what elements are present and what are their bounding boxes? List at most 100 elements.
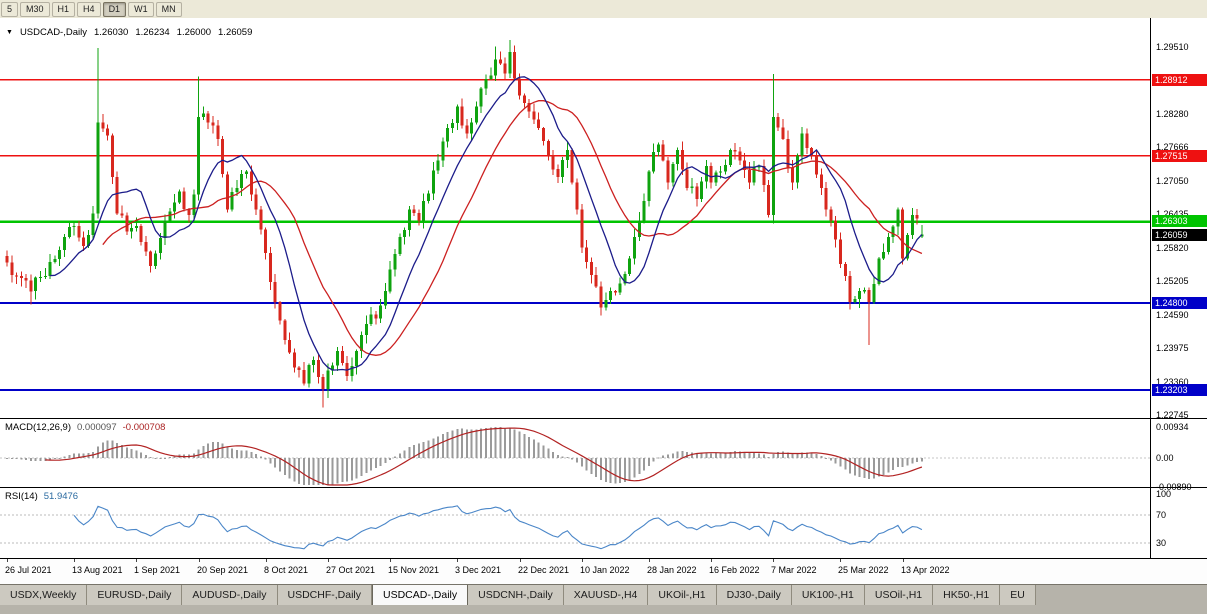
timeframe-button-d1[interactable]: D1	[102, 1, 127, 17]
candle-body	[685, 169, 689, 188]
symbol-tab-xauusd-h4[interactable]: XAUUSD-,H4	[563, 585, 649, 605]
macd-bar	[283, 458, 286, 476]
rsi-canvas[interactable]	[0, 488, 1150, 558]
timeframe-button-h1[interactable]: H1	[51, 1, 76, 17]
symbol-tab-eurusd-daily[interactable]: EURUSD-,Daily	[87, 585, 183, 605]
macd-bar	[537, 442, 540, 458]
panel-divider-dates	[0, 558, 1207, 559]
candle-body	[460, 106, 464, 126]
candle-body	[427, 193, 430, 201]
macd-bar	[882, 458, 885, 475]
candle-body	[86, 235, 90, 247]
timeframe-button-5[interactable]: 5	[1, 1, 19, 17]
symbol-tab-usoil-h1[interactable]: USOil-,H1	[864, 585, 934, 605]
macd-bar	[173, 456, 176, 458]
macd-bar	[815, 454, 818, 458]
macd-bar	[293, 458, 296, 482]
macd-bar	[489, 427, 492, 458]
macd-bar	[738, 451, 741, 458]
candle-body	[690, 186, 694, 188]
symbol-tab-audusd-daily[interactable]: AUDUSD-,Daily	[182, 585, 278, 605]
macd-bar	[671, 453, 674, 458]
macd-bar	[681, 451, 684, 458]
symbol-tab-uk100-h1[interactable]: UK100-,H1	[791, 585, 865, 605]
main-chart-canvas[interactable]	[0, 18, 1150, 418]
candle-body	[891, 226, 895, 237]
macd-bar	[508, 427, 511, 458]
macd-bar	[844, 458, 847, 470]
timeframe-button-w1[interactable]: W1	[128, 1, 154, 17]
macd-bar	[849, 458, 851, 474]
price-axis-label: 1.25205	[1156, 276, 1189, 286]
candle-body	[355, 351, 359, 367]
rsi-title: RSI(14)	[5, 491, 38, 502]
macd-canvas[interactable]	[0, 419, 1150, 487]
price-axis[interactable]: 1.295101.288951.282801.276661.270501.264…	[1150, 18, 1207, 558]
symbol-tab-eu[interactable]: EU	[1000, 585, 1036, 605]
rsi-panel: RSI(14) 51.9476	[0, 488, 1207, 558]
panel-divider-macd[interactable]	[0, 418, 1207, 419]
candle-body	[594, 274, 598, 287]
candle-body	[642, 200, 646, 221]
candle-body	[671, 163, 675, 183]
candle-body	[815, 155, 818, 175]
candle-body	[652, 151, 656, 172]
collapse-triangle-icon[interactable]: ▼	[6, 29, 13, 36]
candle-body	[451, 123, 454, 128]
date-label: 28 Jan 2022	[647, 565, 697, 575]
macd-bar	[791, 453, 794, 458]
macd-bar	[542, 445, 545, 458]
macd-bar	[748, 452, 751, 458]
macd-bar	[571, 458, 574, 460]
date-label: 16 Feb 2022	[709, 565, 760, 575]
macd-bar	[341, 458, 344, 483]
candle-body	[498, 59, 502, 64]
macd-bar	[63, 456, 66, 458]
symbol-tab-usdchf-daily[interactable]: USDCHF-,Daily	[277, 585, 373, 605]
macd-bar	[336, 458, 339, 484]
candle-body	[144, 242, 148, 252]
macd-bar	[801, 452, 804, 458]
symbol-tab-usdx-weekly[interactable]: USDX,Weekly	[0, 585, 88, 605]
macd-bar	[714, 453, 717, 458]
macd-header: MACD(12,26,9) 0.000097 -0.000708	[5, 422, 165, 433]
symbol-tab-usdcnh-daily[interactable]: USDCNH-,Daily	[468, 585, 564, 605]
macd-bar	[805, 452, 808, 458]
candle-body	[29, 280, 33, 292]
candle-body	[609, 291, 612, 300]
date-axis[interactable]: 26 Jul 2021 13 Aug 2021 1 Sep 2021 20 Sep 2…	[0, 559, 1207, 584]
candle-body	[211, 122, 215, 126]
macd-bar	[259, 456, 262, 458]
candle-body	[733, 149, 737, 152]
symbol-tab-hk50-h1[interactable]: HK50-,H1	[933, 585, 1001, 605]
price-axis-label: 1.22745	[1156, 410, 1189, 420]
macd-bar	[68, 455, 71, 458]
macd-bar	[686, 451, 689, 458]
date-tick-mark	[328, 559, 329, 562]
symbol-tab-dj30-daily[interactable]: DJ30-,Daily	[716, 585, 792, 605]
candle-body	[700, 181, 703, 199]
timeframe-button-h4[interactable]: H4	[77, 1, 101, 17]
candle-body	[474, 106, 478, 123]
macd-bar	[700, 453, 703, 458]
timeframe-button-mn[interactable]: MN	[155, 1, 182, 17]
price-axis-label: 1.28280	[1156, 109, 1189, 119]
symbol-tab-ukoil-h1[interactable]: UKOil-,H1	[648, 585, 717, 605]
candle-body	[130, 228, 133, 232]
macd-bar	[398, 453, 401, 458]
candle-body	[551, 155, 555, 170]
macd-bar	[576, 458, 578, 463]
panel-divider-rsi[interactable]	[0, 487, 1207, 488]
candle-body	[43, 276, 47, 278]
candle-body	[542, 128, 545, 142]
macd-bar	[106, 440, 109, 458]
price-level-label: 1.24800	[1152, 297, 1207, 309]
candle-body	[259, 209, 263, 230]
timeframe-button-m30[interactable]: M30	[20, 1, 50, 17]
macd-bar	[149, 457, 152, 458]
symbol-tab-usdcad-daily[interactable]: USDCAD-,Daily	[372, 585, 469, 605]
date-label: 7 Mar 2022	[771, 565, 817, 575]
candle-body	[307, 365, 311, 384]
macd-bar	[470, 429, 473, 458]
macd-bar	[226, 446, 229, 458]
